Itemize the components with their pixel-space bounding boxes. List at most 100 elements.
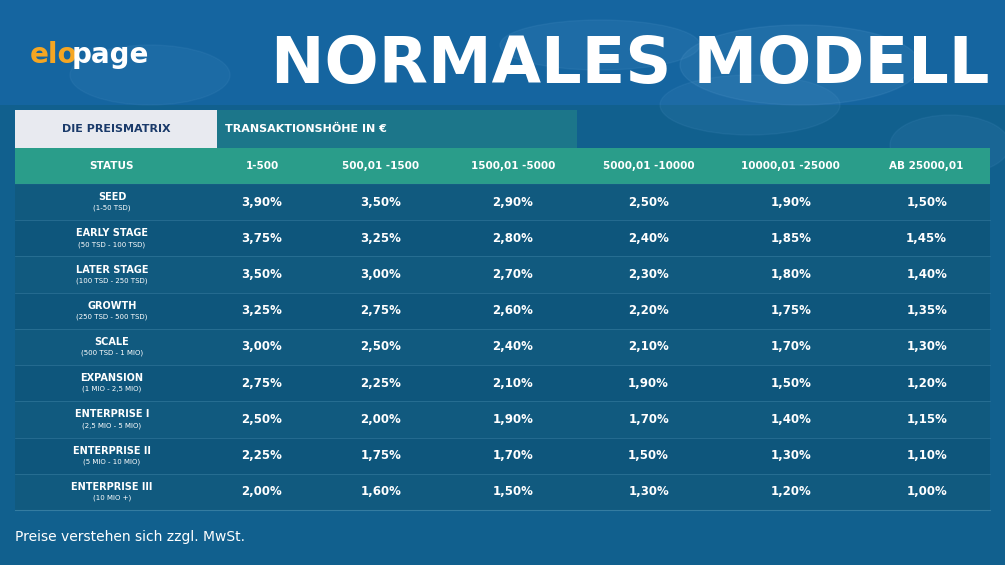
Text: 1,20%: 1,20% [907, 377, 947, 390]
Text: DIE PREISMATRIX: DIE PREISMATRIX [61, 124, 170, 134]
Text: 2,25%: 2,25% [241, 449, 282, 462]
Text: 1,50%: 1,50% [907, 195, 947, 208]
Text: 3,90%: 3,90% [241, 195, 282, 208]
Text: 1,50%: 1,50% [771, 377, 811, 390]
Ellipse shape [680, 25, 920, 105]
Text: 1,90%: 1,90% [771, 195, 811, 208]
Text: (5 MIO - 10 MIO): (5 MIO - 10 MIO) [83, 458, 141, 465]
Text: 1,40%: 1,40% [907, 268, 947, 281]
Text: EXPANSION: EXPANSION [80, 373, 144, 383]
Text: 3,25%: 3,25% [361, 232, 401, 245]
Bar [15, 184, 990, 510]
Text: 3,25%: 3,25% [241, 305, 282, 318]
Text: 2,60%: 2,60% [492, 305, 534, 318]
Bar [15, 329, 990, 365]
Ellipse shape [890, 115, 1005, 175]
Text: ENTERPRISE II: ENTERPRISE II [73, 446, 151, 455]
Text: 1,90%: 1,90% [492, 413, 534, 426]
Text: 5000,01 -10000: 5000,01 -10000 [603, 161, 694, 171]
Text: 2,70%: 2,70% [492, 268, 534, 281]
Text: 1,60%: 1,60% [361, 485, 401, 498]
Text: 1,30%: 1,30% [907, 341, 947, 354]
Text: 1,75%: 1,75% [771, 305, 811, 318]
Text: 1,70%: 1,70% [771, 341, 811, 354]
Text: 2,10%: 2,10% [492, 377, 534, 390]
Text: 2,75%: 2,75% [361, 305, 401, 318]
Text: 2,50%: 2,50% [361, 341, 401, 354]
Ellipse shape [660, 75, 840, 135]
Text: (1-50 TSD): (1-50 TSD) [93, 205, 131, 211]
Text: 1,15%: 1,15% [907, 413, 947, 426]
Ellipse shape [30, 120, 170, 170]
Text: (1 MIO - 2,5 MIO): (1 MIO - 2,5 MIO) [82, 386, 142, 393]
Bar [15, 148, 990, 184]
Text: 2,00%: 2,00% [361, 413, 401, 426]
Text: 1,70%: 1,70% [628, 413, 669, 426]
Text: 1,50%: 1,50% [492, 485, 534, 498]
Text: 1,75%: 1,75% [361, 449, 401, 462]
Text: 500,01 -1500: 500,01 -1500 [343, 161, 419, 171]
Text: SCALE: SCALE [94, 337, 130, 347]
Text: SEED: SEED [97, 192, 127, 202]
Text: 2,90%: 2,90% [492, 195, 534, 208]
Text: 1,35%: 1,35% [907, 305, 947, 318]
Text: 3,50%: 3,50% [241, 268, 282, 281]
Text: ENTERPRISE III: ENTERPRISE III [71, 482, 153, 492]
Text: 3,00%: 3,00% [361, 268, 401, 281]
Bar [0, 105, 1005, 565]
Text: 1500,01 -5000: 1500,01 -5000 [470, 161, 555, 171]
Ellipse shape [70, 45, 230, 105]
Text: 10000,01 -25000: 10000,01 -25000 [742, 161, 840, 171]
Bar [217, 110, 577, 148]
Text: (500 TSD - 1 MIO): (500 TSD - 1 MIO) [81, 350, 143, 357]
Text: 1,70%: 1,70% [492, 449, 534, 462]
Text: 3,75%: 3,75% [241, 232, 282, 245]
Bar [15, 184, 990, 220]
Text: 3,00%: 3,00% [241, 341, 282, 354]
Text: 1,90%: 1,90% [628, 377, 669, 390]
Text: 1,50%: 1,50% [628, 449, 669, 462]
Text: elo: elo [30, 41, 77, 69]
Text: (50 TSD - 100 TSD): (50 TSD - 100 TSD) [78, 241, 146, 247]
Text: ENTERPRISE I: ENTERPRISE I [74, 410, 149, 419]
Text: 2,30%: 2,30% [628, 268, 669, 281]
Bar [15, 257, 990, 293]
Text: (2,5 MIO - 5 MIO): (2,5 MIO - 5 MIO) [82, 422, 142, 429]
Text: NORMALES MODELL: NORMALES MODELL [270, 34, 989, 96]
Text: (250 TSD - 500 TSD): (250 TSD - 500 TSD) [76, 314, 148, 320]
Text: 2,10%: 2,10% [628, 341, 669, 354]
Text: 1,85%: 1,85% [771, 232, 811, 245]
Bar [15, 110, 217, 148]
Text: 1,40%: 1,40% [771, 413, 811, 426]
Text: EARLY STAGE: EARLY STAGE [76, 228, 148, 238]
Text: 2,20%: 2,20% [628, 305, 669, 318]
Text: (10 MIO +): (10 MIO +) [92, 494, 131, 501]
Text: GROWTH: GROWTH [87, 301, 137, 311]
Text: 2,75%: 2,75% [241, 377, 282, 390]
Text: 2,80%: 2,80% [492, 232, 534, 245]
Text: LATER STAGE: LATER STAGE [75, 264, 148, 275]
Text: 1,30%: 1,30% [628, 485, 669, 498]
Text: 2,00%: 2,00% [241, 485, 282, 498]
Text: STATUS: STATUS [89, 161, 135, 171]
Bar [15, 474, 990, 510]
Text: 2,50%: 2,50% [628, 195, 669, 208]
Bar [15, 401, 990, 437]
Text: 1,00%: 1,00% [907, 485, 947, 498]
Text: 1,80%: 1,80% [771, 268, 811, 281]
Ellipse shape [500, 20, 700, 70]
Text: 3,50%: 3,50% [361, 195, 401, 208]
Text: AB 25000,01: AB 25000,01 [889, 161, 964, 171]
Text: 1,20%: 1,20% [771, 485, 811, 498]
Text: (100 TSD - 250 TSD): (100 TSD - 250 TSD) [76, 277, 148, 284]
Text: Preise verstehen sich zzgl. MwSt.: Preise verstehen sich zzgl. MwSt. [15, 530, 245, 544]
Text: 2,40%: 2,40% [492, 341, 534, 354]
Text: page: page [72, 41, 150, 69]
Text: 1,45%: 1,45% [907, 232, 947, 245]
Text: 1,30%: 1,30% [771, 449, 811, 462]
Text: 2,50%: 2,50% [241, 413, 282, 426]
Text: 2,25%: 2,25% [361, 377, 401, 390]
Text: TRANSAKTIONSHÖHE IN €: TRANSAKTIONSHÖHE IN € [225, 124, 387, 134]
Text: 2,40%: 2,40% [628, 232, 669, 245]
Text: 1-500: 1-500 [245, 161, 278, 171]
